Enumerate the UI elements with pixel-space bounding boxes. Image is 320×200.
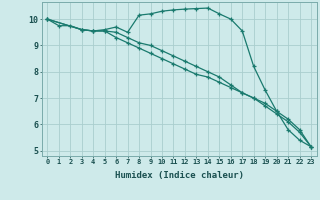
X-axis label: Humidex (Indice chaleur): Humidex (Indice chaleur) xyxy=(115,171,244,180)
